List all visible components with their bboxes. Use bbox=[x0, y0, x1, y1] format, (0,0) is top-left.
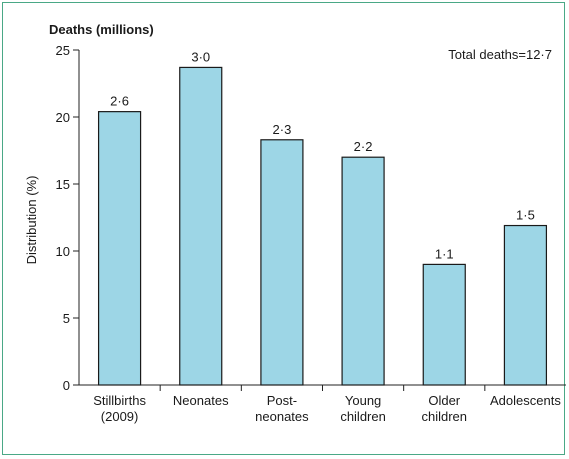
category-label: Older children bbox=[421, 393, 467, 424]
category-label: Neonates bbox=[173, 393, 229, 408]
data-label: 2·6 bbox=[110, 94, 129, 109]
category-label: Adolescents bbox=[490, 393, 561, 408]
category-label-line: Adolescents bbox=[490, 393, 561, 408]
data-label: 3·0 bbox=[191, 49, 210, 64]
bar bbox=[97, 111, 142, 386]
category-label-line: Post- bbox=[267, 393, 297, 408]
bar bbox=[179, 66, 223, 386]
data-label: 2·2 bbox=[354, 139, 373, 154]
category-label-line: children bbox=[421, 409, 467, 424]
bar bbox=[260, 139, 304, 386]
bar bbox=[422, 263, 466, 386]
category-label-line: neonates bbox=[255, 409, 309, 424]
y-axis-title: Distribution (%) bbox=[24, 176, 39, 265]
category-label-line: children bbox=[340, 409, 386, 424]
data-label: 1·1 bbox=[435, 246, 454, 261]
y-tick-label: 5 bbox=[63, 311, 70, 326]
category-label-line: (2009) bbox=[101, 409, 139, 424]
category-label-line: Neonates bbox=[173, 393, 229, 408]
bar bbox=[341, 156, 385, 386]
y-tick-label: 20 bbox=[56, 110, 70, 125]
y-tick-label: 10 bbox=[56, 244, 70, 259]
category-label: Young children bbox=[340, 393, 386, 424]
y-tick-label: 25 bbox=[56, 43, 70, 58]
bar bbox=[503, 224, 548, 386]
y-tick-label: 0 bbox=[63, 378, 70, 393]
category-label: Stillbirths (2009) bbox=[93, 393, 146, 424]
chart-title: Deaths (millions) bbox=[49, 22, 154, 37]
data-label: 2·3 bbox=[273, 122, 292, 137]
category-label-line: Stillbirths bbox=[93, 393, 146, 408]
category-label-line: Young bbox=[345, 393, 381, 408]
category-label-line: Older bbox=[428, 393, 460, 408]
plot-area: 0 5 10 15 20 25 2·6 Stillbirths (2009) 3·0 Neonate… bbox=[56, 43, 566, 424]
data-label: 1·5 bbox=[516, 208, 535, 223]
category-label: Post-neonates bbox=[255, 393, 309, 424]
total-deaths-annotation: Total deaths=12·7 bbox=[448, 47, 552, 62]
y-tick-label: 15 bbox=[56, 177, 70, 192]
